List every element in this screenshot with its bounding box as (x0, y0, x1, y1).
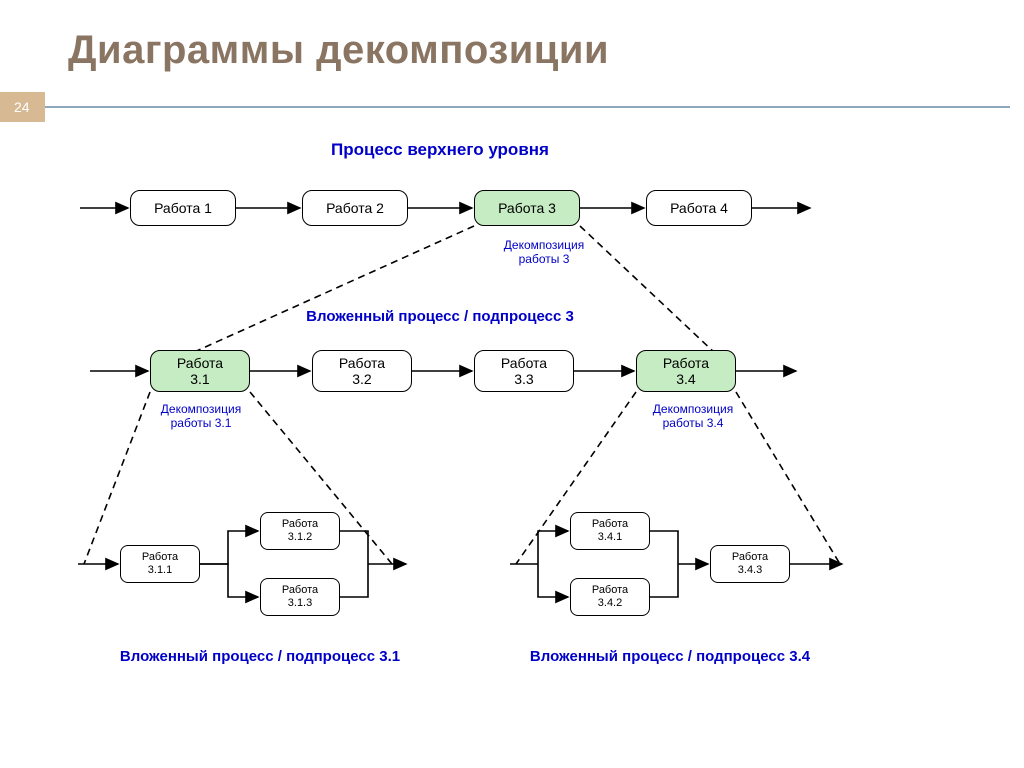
node-work-2: Работа 2 (302, 190, 408, 226)
node-work-3-4-2: Работа 3.4.2 (570, 578, 650, 616)
node-work-3-1-1: Работа 3.1.1 (120, 545, 200, 583)
caption-nested-34: Вложенный процесс / подпроцесс 3.4 (470, 648, 870, 665)
caption-decomp-34: Декомпозиция работы 3.4 (628, 402, 758, 430)
node-work-4: Работа 4 (646, 190, 752, 226)
caption-nested-31: Вложенный процесс / подпроцесс 3.1 (60, 648, 460, 665)
node-work-3-3: Работа 3.3 (474, 350, 574, 392)
page-number: 24 (14, 99, 30, 115)
caption-top: Процесс верхнего уровня (70, 140, 810, 160)
caption-nested-3: Вложенный процесс / подпроцесс 3 (70, 308, 810, 325)
node-work-1: Работа 1 (130, 190, 236, 226)
node-work-3: Работа 3 (474, 190, 580, 226)
node-work-3-1-3: Работа 3.1.3 (260, 578, 340, 616)
caption-decomp-31: Декомпозиция работы 3.1 (136, 402, 266, 430)
node-work-3-1-2: Работа 3.1.2 (260, 512, 340, 550)
node-work-3-1: Работа 3.1 (150, 350, 250, 392)
slide-title: Диаграммы декомпозиции (68, 28, 609, 73)
page-number-badge: 24 (0, 92, 45, 122)
header-rule (45, 106, 1010, 108)
decomposition-diagram: Процесс верхнего уровня Декомпозиция раб… (70, 140, 950, 700)
node-work-3-4-3: Работа 3.4.3 (710, 545, 790, 583)
node-work-3-2: Работа 3.2 (312, 350, 412, 392)
node-work-3-4-1: Работа 3.4.1 (570, 512, 650, 550)
caption-decomp-3: Декомпозиция работы 3 (474, 238, 614, 266)
node-work-3-4: Работа 3.4 (636, 350, 736, 392)
